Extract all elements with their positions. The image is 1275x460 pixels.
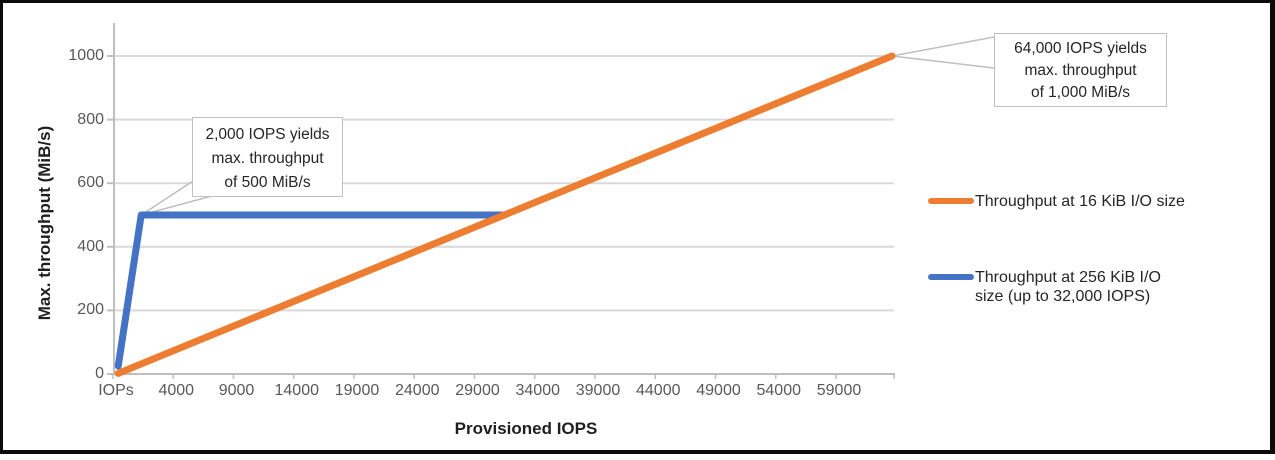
y-tick-label: 200 (77, 301, 104, 319)
y-tick-label: 0 (95, 365, 104, 382)
legend-swatch-16kib-line (928, 198, 974, 204)
x-tick-label: 4000 (158, 382, 195, 399)
x-tick-label: IOPs (98, 382, 134, 399)
x-tick-label: 54000 (756, 382, 802, 399)
x-tick-label: 14000 (274, 382, 320, 399)
callout-2000-line-1: 2,000 IOPS yields (205, 126, 330, 143)
x-axis-title: Provisioned IOPS (454, 419, 598, 438)
x-tick-label: 19000 (334, 382, 380, 399)
callout-64000-line-2: max. throughput (1024, 62, 1137, 79)
x-tick-label: 59000 (816, 382, 862, 399)
x-tick-label: 39000 (575, 382, 621, 399)
legend-label-16kib: Throughput at 16 KiB I/O size (975, 193, 1185, 210)
callout-2000-line-3: of 500 MiB/s (224, 174, 311, 191)
callout-64000-line-3: of 1,000 MiB/s (1030, 84, 1131, 101)
callout-64000-line-1: 64,000 IOPS yields (1014, 40, 1147, 57)
x-tick-label: 34000 (515, 382, 561, 399)
y-tick-label: 600 (77, 174, 104, 192)
callout-2000-line-2: max. throughput (211, 150, 324, 167)
legend-label-256kib: Throughput at 256 KiB I/O size (up to 32… (975, 269, 1161, 305)
y-tick-label: 800 (77, 110, 104, 128)
x-tick-label: 24000 (395, 382, 440, 399)
callout-64000-iops: 64,000 IOPS yields max. throughput of 1,… (994, 33, 1167, 107)
x-tick-label: 9000 (218, 382, 255, 399)
x-tick-label: 49000 (696, 382, 741, 399)
series-line (114, 52, 896, 377)
series-line (114, 211, 508, 370)
y-tick-label: 1000 (68, 47, 104, 64)
y-axis-title: Max. throughput (MiB/s) (35, 125, 54, 321)
x-tick-label: 29000 (455, 382, 500, 399)
x-tick-label: 44000 (636, 382, 681, 399)
y-tick-label: 400 (77, 237, 104, 255)
legend-swatch-256kib-line (928, 274, 974, 280)
callout-2000-iops: 2,000 IOPS yields max. throughput of 500… (192, 117, 343, 197)
